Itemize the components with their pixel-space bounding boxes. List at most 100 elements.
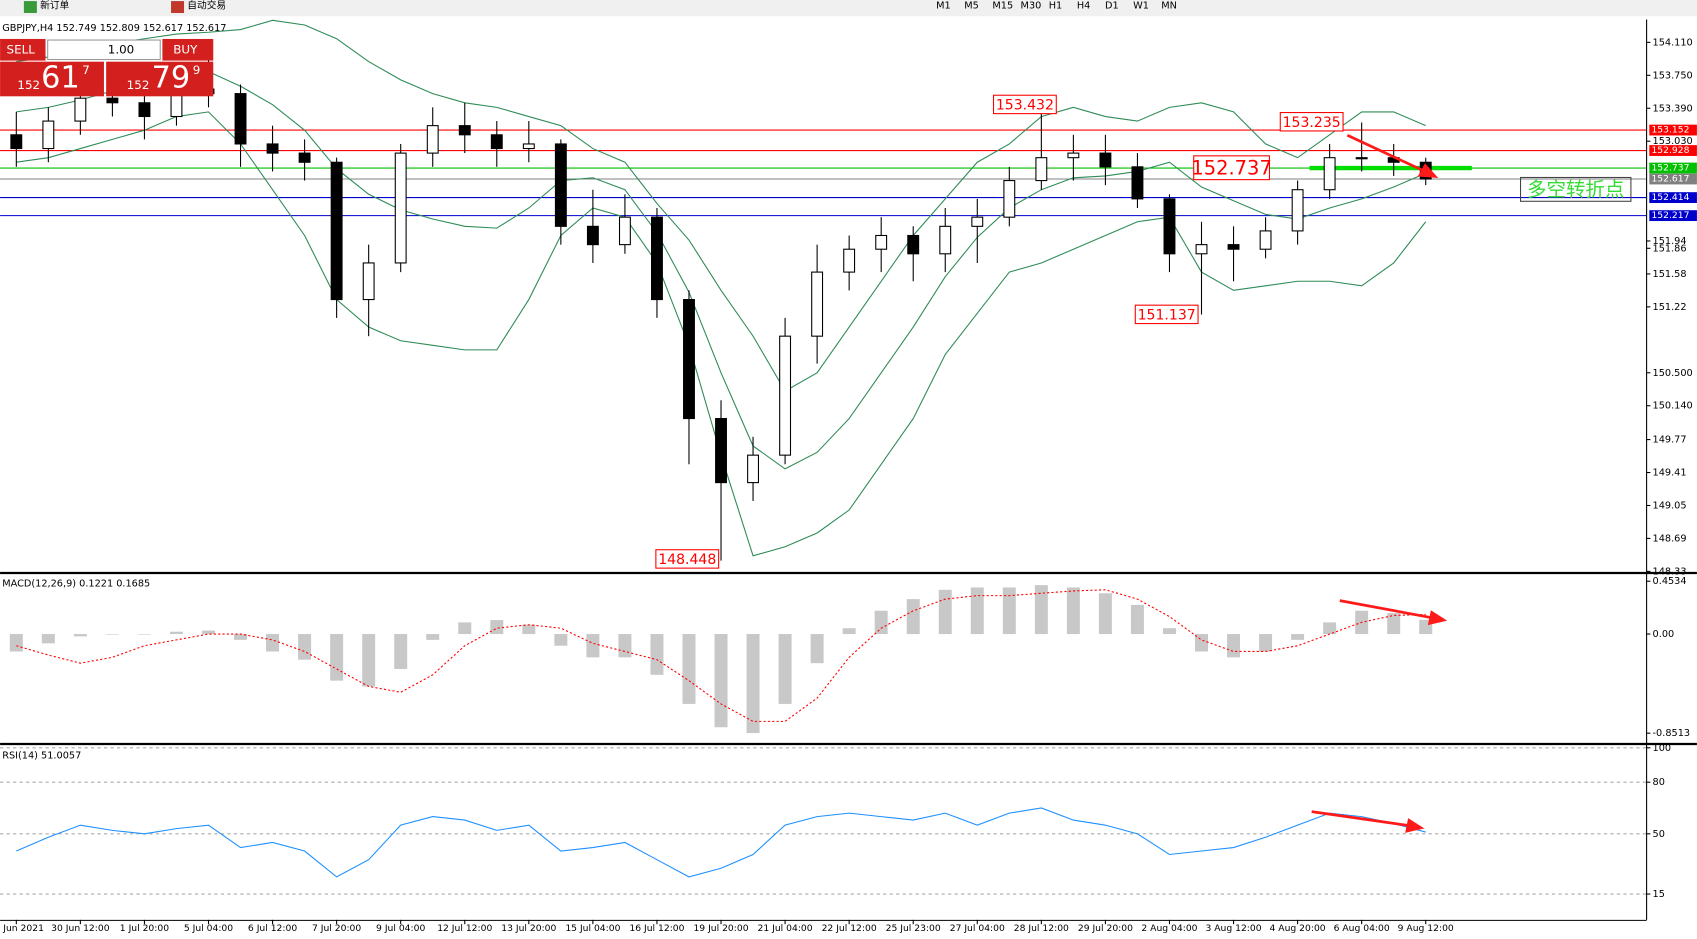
candle-body [458,125,471,136]
x-tick-label: 19 Jul 20:00 [693,923,748,934]
y-tick-label: 80 [1653,777,1665,788]
price-label-box [1279,112,1344,132]
macd-bar [810,634,824,664]
macd-bar [169,631,183,635]
period-button[interactable]: MN [1161,0,1177,11]
bid-box[interactable] [0,61,104,97]
candle-body [1195,244,1208,255]
candle-body [651,216,663,301]
candle-body [875,234,888,250]
macd-bar [650,634,664,675]
x-tick-label: 27 Jul 04:00 [950,923,1005,934]
x-tick-label: 16 Jul 12:00 [629,923,684,934]
period-button[interactable]: M30 [1021,0,1042,11]
period-button[interactable]: M5 [964,0,979,11]
candle-body [10,134,23,150]
x-tick-label: 13 Jul 20:00 [501,923,556,934]
sell-label[interactable]: SELL [7,42,36,56]
x-tick-label: 25 Jul 23:00 [886,923,941,934]
y-tick-label: 150.140 [1653,401,1693,412]
candle-body [1323,157,1336,191]
macd-bar [1130,604,1144,635]
macd-bar [458,622,472,635]
y-tick-label: 151.22 [1653,302,1687,313]
y-tick-label: 148.33 [1653,566,1687,577]
buy-label[interactable]: BUY [173,42,198,56]
y-tick-label: 15 [1653,889,1665,900]
price-label-box [1193,155,1271,181]
y-tick-label: 50 [1653,829,1665,840]
arrow [1346,134,1427,174]
trade-panel: SELL 1.00 BUY 152 61 7 152 79 9 [0,38,214,97]
level-tag-label: 152.617 [1651,174,1689,185]
y-tick-label: 153.390 [1653,103,1693,114]
candle-body [715,417,727,484]
candle-body [1003,180,1016,218]
period-button[interactable]: H1 [1049,0,1063,11]
x-tick-label: 4 Aug 20:00 [1270,923,1326,934]
period-buttons: M1 M5 M15 M30 H1 H4 D1 W1 MN [936,0,1177,11]
lots-value[interactable]: 1.00 [108,42,134,56]
x-tick-label: 21 Jul 04:00 [758,923,813,934]
macd-bar [842,628,856,635]
y-tick-label: 154.110 [1653,37,1693,48]
macd-bar [1387,613,1401,635]
rsi-line [16,807,1426,878]
macd-bar [426,634,440,640]
y-tick-label: 151.94 [1653,236,1687,247]
arrow [1311,810,1411,828]
sell-button[interactable] [0,38,46,61]
y-tick-label: 151.58 [1653,269,1687,280]
macd-bar [746,634,760,734]
macd-bar [1259,634,1273,652]
new-order-button[interactable]: 新订单 [40,0,69,11]
candle-body [490,134,503,150]
macd-bar [1162,628,1176,635]
candle-body [1259,230,1272,250]
candle-body [298,152,311,163]
bid-main: 61 [41,60,80,95]
candle-body [683,299,695,420]
auto-trade-button[interactable]: 自动交易 [187,0,226,11]
macd-bar [298,634,312,660]
x-tick-label: 28 Jul 12:00 [1014,923,1069,934]
y-tick-label: 149.41 [1653,468,1687,479]
auto-trade-icon[interactable] [171,1,185,13]
lots-input[interactable] [47,39,161,61]
level-tag [1649,173,1697,185]
macd-bar [874,610,888,635]
x-tick-label: 9 Jul 04:00 [376,923,425,934]
level-tag [1649,162,1697,174]
macd-bar [137,634,151,635]
candle-body [747,454,760,484]
macd-bar [522,624,536,635]
x-tick-label: 3 Aug 12:00 [1205,923,1261,934]
period-button[interactable]: M1 [936,0,951,11]
buy-button[interactable] [162,38,214,61]
macd-bar [73,634,87,637]
period-button[interactable]: W1 [1133,0,1149,11]
macd-bar [938,589,952,635]
macd-bar [330,634,344,681]
x-tick-label: 7 Jul 20:00 [312,923,361,934]
macd-bar [586,634,600,658]
y-tick-label: -0.8513 [1653,728,1691,739]
level-tag-label: 152.414 [1651,192,1689,203]
ask-box[interactable] [106,61,214,97]
candle-body [138,102,151,118]
macd-bar [202,630,215,635]
macd-bar [618,634,632,658]
candle-body [74,97,87,122]
period-button[interactable]: D1 [1105,0,1119,11]
new-order-icon[interactable] [23,1,37,13]
macd-bar [490,620,504,635]
candle-body [1131,166,1144,200]
period-button[interactable]: H4 [1077,0,1091,11]
y-tick-label: 153.030 [1653,136,1693,147]
trend-arrows [1311,134,1448,833]
x-tick-label: 12 Jul 12:00 [437,923,492,934]
x-tick-label: 22 Jul 12:00 [822,923,877,934]
period-button[interactable]: M15 [992,0,1013,11]
candle-body [426,125,439,154]
